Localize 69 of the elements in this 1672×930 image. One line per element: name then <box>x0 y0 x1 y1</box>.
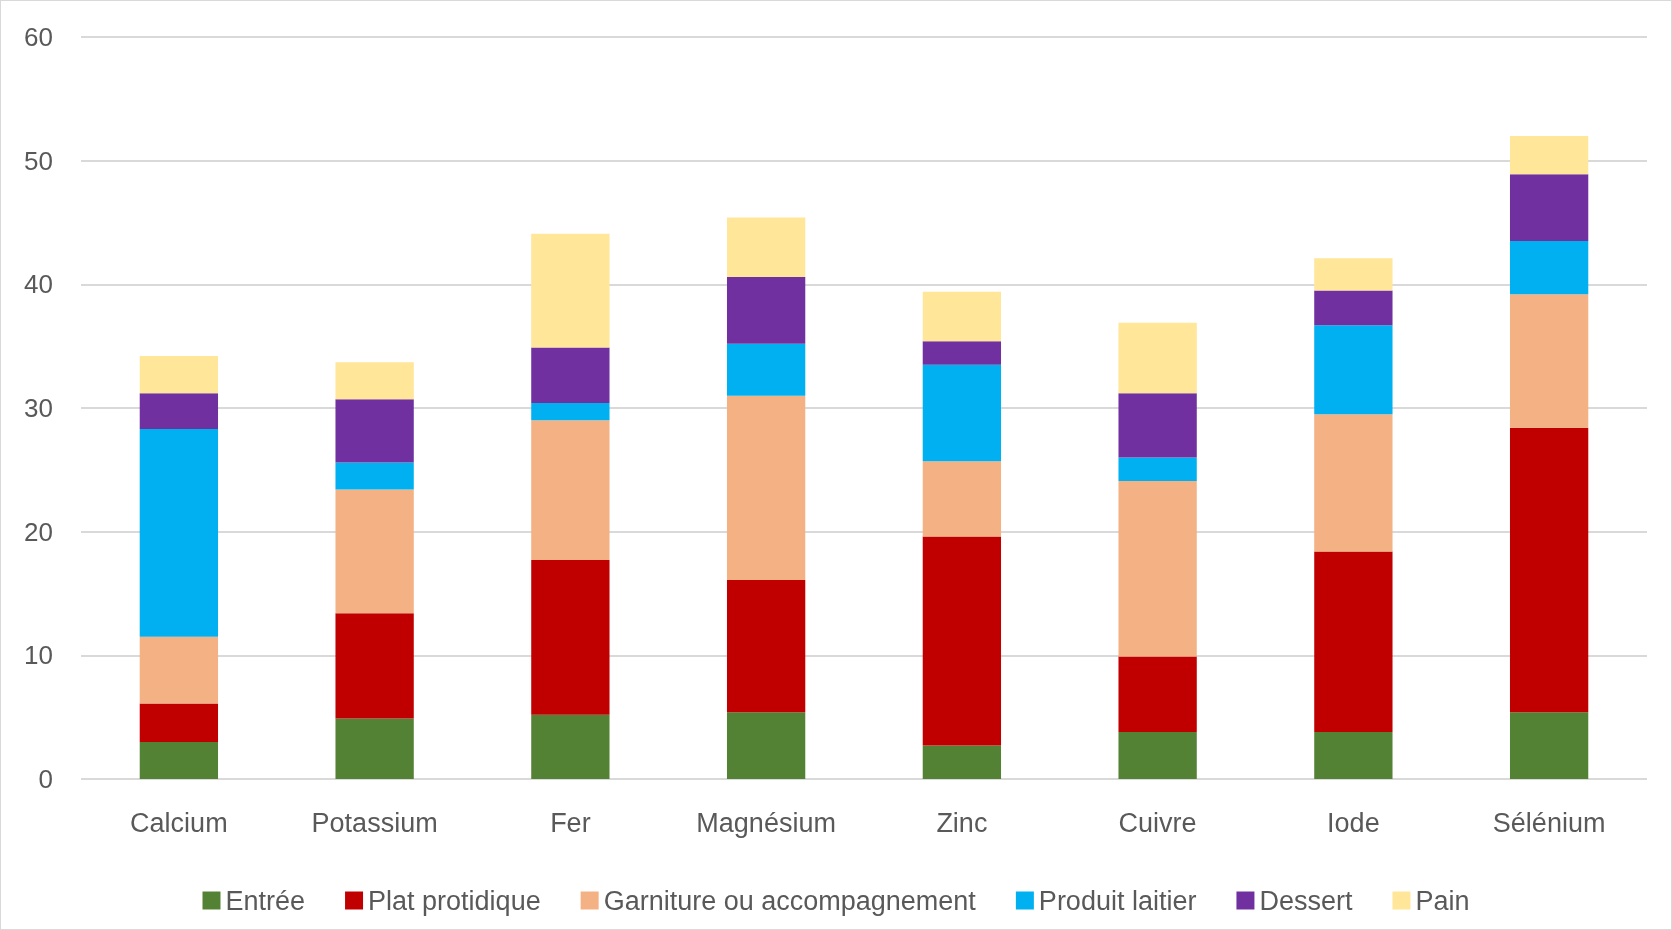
bar <box>335 462 414 490</box>
bar <box>1509 427 1589 713</box>
bar <box>139 741 219 779</box>
bar <box>1314 325 1393 415</box>
legend-label: Pain <box>1415 885 1470 916</box>
bar <box>1314 551 1393 733</box>
bar <box>531 403 610 421</box>
y-tick-label: 10 <box>24 640 53 671</box>
legend-label: Entrée <box>225 885 306 916</box>
bar <box>531 347 610 404</box>
x-tick-label: Iode <box>1327 807 1380 838</box>
bar <box>1118 322 1197 394</box>
legend-label: Plat protidique <box>368 885 541 916</box>
y-tick-label: 50 <box>24 145 53 176</box>
bar <box>1314 290 1393 326</box>
y-tick-label: 0 <box>38 764 53 794</box>
bar <box>1118 457 1197 481</box>
y-tick-label: 40 <box>24 269 53 300</box>
bar <box>531 420 610 561</box>
x-tick-label: Calcium <box>130 807 228 838</box>
bar <box>335 613 414 719</box>
bar <box>1118 480 1197 657</box>
bar <box>922 461 1002 537</box>
y-tick-label: 20 <box>24 516 53 547</box>
bar <box>531 714 610 779</box>
bar <box>726 343 806 396</box>
bar <box>1118 656 1197 733</box>
x-tick-label: Zinc <box>936 807 988 838</box>
bar <box>922 291 1002 342</box>
bar <box>531 560 610 715</box>
y-tick-label: 30 <box>24 393 53 423</box>
bar <box>335 489 414 614</box>
bar <box>531 233 610 348</box>
bar <box>1509 294 1589 428</box>
x-tick-label: Sélénium <box>1492 807 1606 838</box>
bar <box>1314 732 1393 779</box>
bar <box>1509 241 1589 295</box>
bar <box>1509 712 1589 779</box>
bar <box>139 393 219 430</box>
bar <box>335 399 414 463</box>
x-tick-label: Magnésium <box>696 807 836 838</box>
bar <box>726 712 806 779</box>
bar <box>726 217 806 277</box>
bar <box>1314 258 1393 291</box>
legend-label: Dessert <box>1259 885 1353 916</box>
bar <box>1509 135 1589 175</box>
bar <box>335 362 414 400</box>
bar <box>139 429 219 637</box>
bar <box>335 718 414 779</box>
bar <box>139 703 219 742</box>
bar <box>726 395 806 580</box>
bar <box>922 364 1002 462</box>
bar <box>1314 414 1393 552</box>
legend-label: Garniture ou accompagnement <box>603 885 977 916</box>
bar <box>922 536 1002 746</box>
y-tick-label: 60 <box>24 22 53 52</box>
bar <box>726 579 806 713</box>
x-tick-label: Fer <box>550 807 591 838</box>
bar <box>1509 174 1589 242</box>
bar <box>1118 732 1197 779</box>
bar <box>922 341 1002 365</box>
bar <box>1118 393 1197 458</box>
bar <box>922 745 1002 779</box>
bar <box>726 276 806 344</box>
bar <box>139 356 219 394</box>
legend-label: Produit laitier <box>1038 885 1197 916</box>
x-tick-label: Cuivre <box>1118 807 1197 838</box>
bar <box>139 636 219 704</box>
x-tick-label: Potassium <box>311 807 438 838</box>
